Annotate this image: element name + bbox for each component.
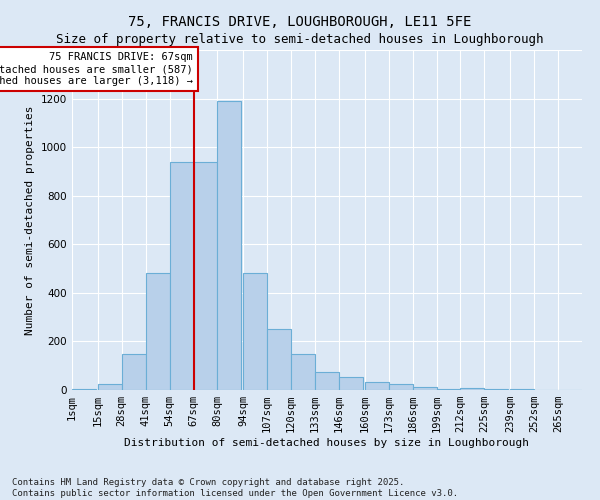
Bar	[291, 354, 315, 390]
Text: Size of property relative to semi-detached houses in Loughborough: Size of property relative to semi-detach…	[56, 32, 544, 46]
X-axis label: Distribution of semi-detached houses by size in Loughborough: Distribution of semi-detached houses by …	[125, 438, 530, 448]
Bar	[122, 354, 146, 390]
Bar	[315, 372, 339, 390]
Bar	[365, 382, 389, 390]
Bar	[170, 162, 194, 390]
Y-axis label: Number of semi-detached properties: Number of semi-detached properties	[25, 106, 35, 335]
Bar	[194, 162, 217, 390]
Bar	[72, 389, 96, 390]
Bar	[217, 101, 241, 390]
Bar	[243, 274, 267, 390]
Text: 75 FRANCIS DRIVE: 67sqm
← 16% of semi-detached houses are smaller (587)
82% of s: 75 FRANCIS DRIVE: 67sqm ← 16% of semi-de…	[0, 52, 193, 86]
Bar	[146, 274, 170, 390]
Bar	[98, 384, 122, 390]
Text: Contains HM Land Registry data © Crown copyright and database right 2025.
Contai: Contains HM Land Registry data © Crown c…	[12, 478, 458, 498]
Bar	[389, 384, 413, 390]
Bar	[510, 389, 534, 390]
Bar	[413, 387, 437, 390]
Text: 75, FRANCIS DRIVE, LOUGHBOROUGH, LE11 5FE: 75, FRANCIS DRIVE, LOUGHBOROUGH, LE11 5F…	[128, 15, 472, 29]
Bar	[460, 388, 484, 390]
Bar	[437, 389, 460, 390]
Bar	[484, 389, 508, 390]
Bar	[339, 376, 363, 390]
Bar	[267, 330, 291, 390]
